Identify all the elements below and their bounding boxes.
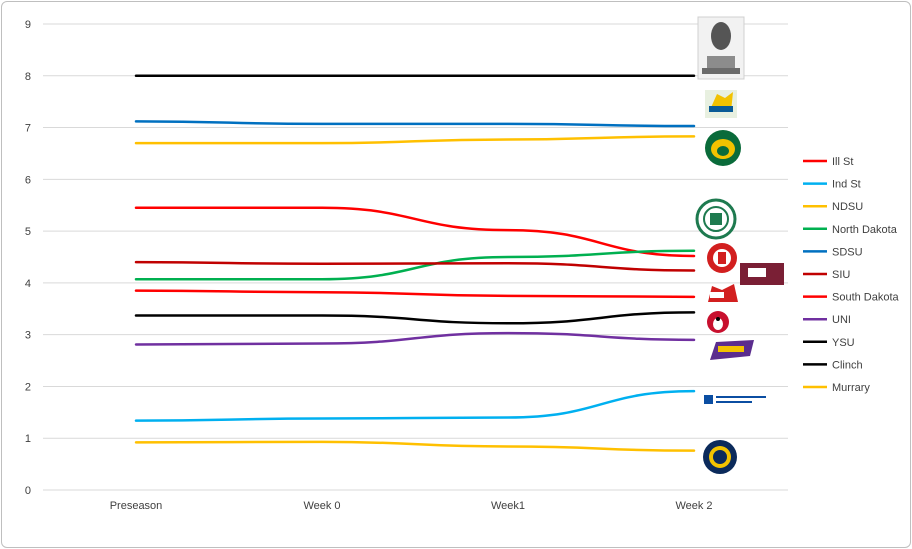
legend-item: SIU	[803, 269, 850, 281]
redbird-icon	[707, 243, 737, 273]
series-line-uni	[134, 331, 696, 346]
y-tick-label: 1	[25, 433, 31, 445]
legend-label: South Dakota	[832, 292, 900, 304]
x-tick-label: Week1	[491, 500, 525, 512]
legend-label: Ill St	[832, 156, 853, 168]
series-line-ind-st	[134, 389, 696, 422]
legend-item: South Dakota	[803, 292, 900, 304]
legend: Ill St Ind St NDSU North Dakota SDSU SIU South…	[803, 156, 900, 394]
y-tick-label: 5	[25, 226, 31, 238]
legend-label: Murrary	[832, 382, 870, 394]
legend-item: North Dakota	[803, 224, 898, 236]
series-line-siu	[134, 260, 696, 272]
sycamore-icon	[702, 390, 770, 410]
legend-item: Murrary	[803, 382, 870, 394]
legend-label: NDSU	[832, 201, 863, 213]
y-tick-label: 7	[25, 123, 31, 135]
legend-item: Ill St	[803, 156, 853, 168]
legend-label: SDSU	[832, 246, 863, 258]
penguin-icon	[707, 311, 729, 333]
legend-label: YSU	[832, 337, 855, 349]
series-line-south-dakota	[134, 289, 696, 299]
saluki-icon	[740, 263, 784, 285]
legend-item: Clinch	[803, 359, 863, 371]
series-line-ndsu	[134, 135, 696, 145]
series-line-murrary	[134, 440, 696, 452]
legend-label: UNI	[832, 314, 851, 326]
legend-label: SIU	[832, 269, 850, 281]
und-icon	[695, 198, 737, 240]
series-lines	[134, 74, 696, 452]
x-tick-label: Preseason	[110, 500, 163, 512]
x-tick-label: Week 2	[675, 500, 712, 512]
y-tick-label: 0	[25, 485, 31, 497]
legend-item: UNI	[803, 314, 851, 326]
racer-icon	[703, 440, 737, 474]
y-axis-labels: 0 1 2 3 4 5 6 7 8 9	[25, 19, 31, 497]
bison-icon	[705, 130, 741, 166]
y-tick-label: 4	[25, 278, 31, 290]
legend-item: NDSU	[803, 201, 863, 213]
series-line-ysu	[134, 311, 696, 325]
legend-label: Ind St	[832, 179, 861, 191]
series-line-sdsu	[134, 120, 696, 128]
x-tick-label: Week 0	[303, 500, 340, 512]
y-tick-label: 2	[25, 381, 31, 393]
legend-label: Clinch	[832, 359, 863, 371]
team-logos	[695, 16, 784, 474]
series-line-ill-st	[134, 206, 696, 258]
trophy-icon	[697, 16, 745, 80]
coyote-icon	[708, 284, 738, 302]
legend-item: SDSU	[803, 246, 863, 258]
legend-item: YSU	[803, 337, 855, 349]
y-tick-label: 8	[25, 71, 31, 83]
panther-icon	[710, 340, 754, 360]
legend-label: North Dakota	[832, 224, 898, 236]
legend-item: Ind St	[803, 179, 861, 191]
y-tick-label: 9	[25, 19, 31, 31]
series-line-north-dakota	[134, 249, 696, 281]
jackrabbit-icon	[705, 90, 737, 118]
y-tick-label: 6	[25, 174, 31, 186]
x-axis-labels: Preseason Week 0 Week1 Week 2	[110, 500, 713, 512]
y-tick-label: 3	[25, 330, 31, 342]
